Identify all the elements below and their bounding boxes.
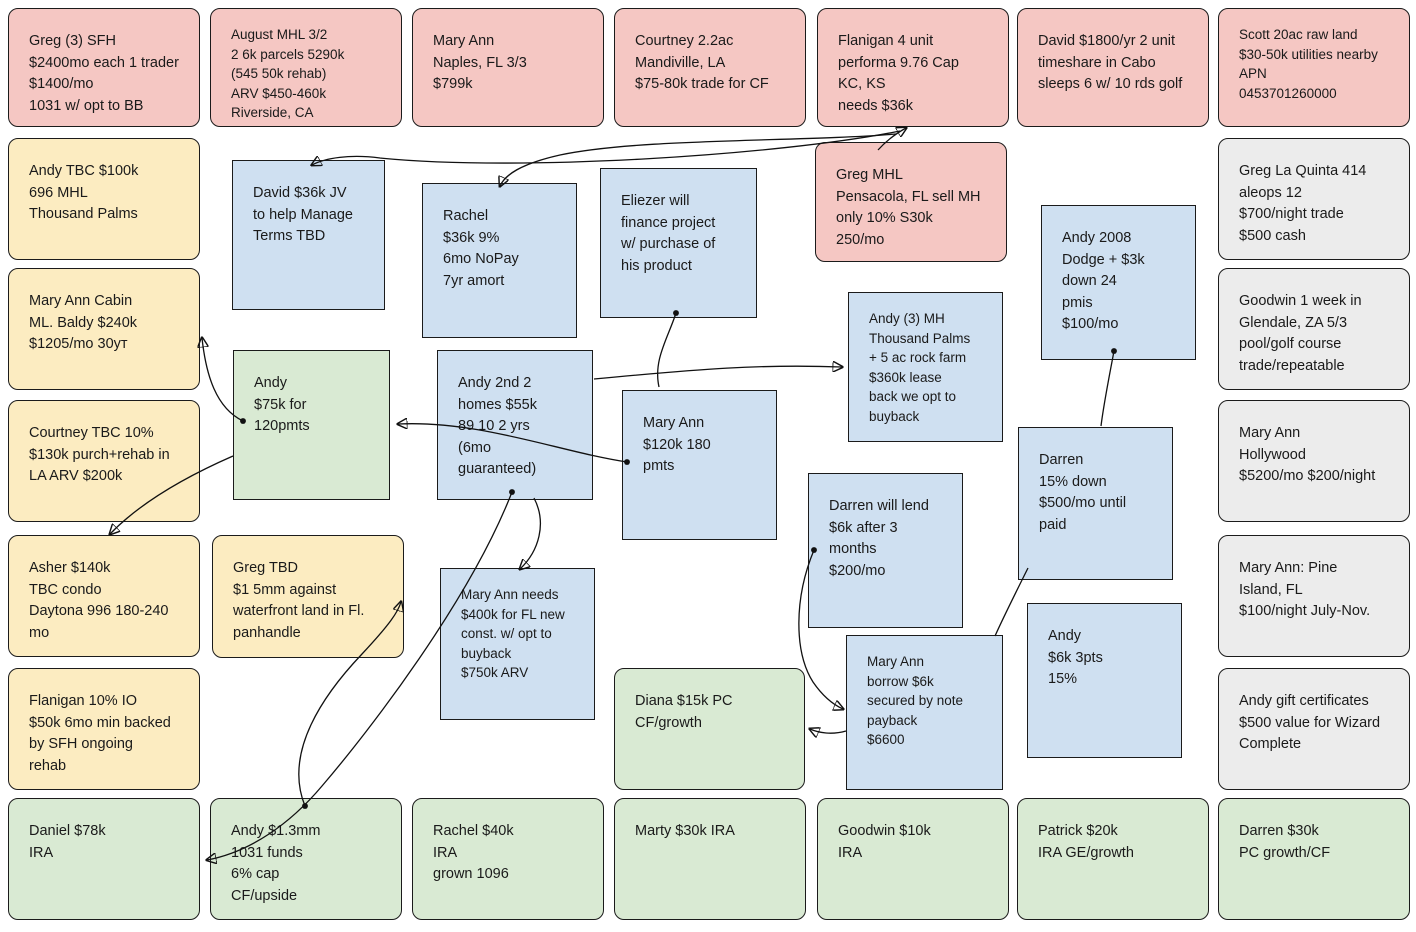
node-mary-ann-120k[interactable]: Mary Ann $120k 180 pmts <box>622 390 777 540</box>
node-flanigan-4-unit[interactable]: Flanigan 4 unit performa 9.76 Cap KC, KS… <box>817 8 1009 127</box>
node-greg-mhl[interactable]: Greg MHL Pensacola, FL sell MH only 10% … <box>815 142 1007 262</box>
connector-mary-ann-borrow-to-diana[interactable] <box>810 729 847 733</box>
connector-andy-dodge-to-darren-15[interactable] <box>1100 348 1117 427</box>
node-mary-ann-borrow[interactable]: Mary Ann borrow $6k secured by note payb… <box>846 635 1003 790</box>
node-mary-ann-hollywood[interactable]: Mary Ann Hollywood $5200/mo $200/night <box>1218 400 1410 522</box>
node-scott-raw-land[interactable]: Scott 20ac raw land $30-50k utilities ne… <box>1218 8 1410 127</box>
node-eliezer[interactable]: Eliezer will finance project w/ purchase… <box>600 168 757 318</box>
node-mary-ann-pine-island[interactable]: Mary Ann: Pine Island, FL $100/night Jul… <box>1218 535 1410 657</box>
node-andy-1-3mm[interactable]: Andy $1.3mm 1031 funds 6% cap CF/upside <box>210 798 402 920</box>
node-daniel-ira[interactable]: Daniel $78k IRA <box>8 798 200 920</box>
node-courtney-tbc[interactable]: Courtney TBC 10% $130k purch+rehab in LA… <box>8 400 200 522</box>
node-goodwin-glendale[interactable]: Goodwin 1 week in Glendale, ZA 5/3 pool/… <box>1218 268 1410 390</box>
node-rachel-36k[interactable]: Rachel $36k 9% 6mo NoPay 7yr amort <box>422 183 577 338</box>
connector-andy-2nd-to-mary-ann-needs[interactable] <box>520 497 541 569</box>
node-goodwin-10k[interactable]: Goodwin $10k IRA <box>817 798 1009 920</box>
node-andy-2nd-homes[interactable]: Andy 2nd 2 homes $55k 89 10 2 yrs (6mo g… <box>437 350 593 500</box>
node-andy-dodge[interactable]: Andy 2008 Dodge + $3k down 24 pmis $100/… <box>1041 205 1196 360</box>
connector-eliezer-to-mary-ann-120k[interactable] <box>657 310 679 388</box>
node-greg-la-quinta[interactable]: Greg La Quinta 414 aleops 12 $700/night … <box>1218 138 1410 260</box>
node-andy-6k-3pts[interactable]: Andy $6k 3pts 15% <box>1027 603 1182 758</box>
node-greg-tbd[interactable]: Greg TBD $1 5mm against waterfront land … <box>212 535 404 658</box>
node-mary-ann-naples[interactable]: Mary Ann Naples, FL 3/3 $799k <box>412 8 604 127</box>
node-asher-140k[interactable]: Asher $140k TBC condo Daytona 996 180-24… <box>8 535 200 657</box>
node-darren-15-down[interactable]: Darren 15% down $500/mo until paid <box>1018 427 1173 580</box>
node-darren-will-lend[interactable]: Darren will lend $6k after 3 months $200… <box>808 473 963 628</box>
node-mary-ann-cabin[interactable]: Mary Ann Cabin ML. Baldy $240k $1205/mo … <box>8 268 200 390</box>
node-andy-tbc[interactable]: Andy TBC $100k 696 MHL Thousand Palms <box>8 138 200 260</box>
node-diana-15k[interactable]: Diana $15k PC CF/growth <box>614 668 805 790</box>
node-patrick-20k[interactable]: Patrick $20k IRA GE/growth <box>1017 798 1209 920</box>
node-flanigan-10-io[interactable]: Flanigan 10% IO $50k 6mo min backed by S… <box>8 668 200 790</box>
connector-flanigan-to-david-jv[interactable] <box>312 130 901 165</box>
node-david-36k-jv[interactable]: David $36k JV to help Manage Terms TBD <box>232 160 385 310</box>
node-courtney-2-2ac[interactable]: Courtney 2.2ac Mandiville, LA $75-80k tr… <box>614 8 806 127</box>
node-andy-gift-certificates[interactable]: Andy gift certificates $500 value for Wi… <box>1218 668 1410 790</box>
node-andy-3-mh[interactable]: Andy (3) MH Thousand Palms + 5 ac rock f… <box>848 292 1003 442</box>
connector-andy-2nd-to-andy-3mh[interactable] <box>593 366 842 380</box>
node-rachel-40k[interactable]: Rachel $40k IRA grown 1096 <box>412 798 604 920</box>
node-andy-75k[interactable]: Andy $75k for 120pmts <box>233 350 390 500</box>
node-august-mhl[interactable]: August MHL 3/2 2 6k parcels 5290k (545 5… <box>210 8 402 127</box>
node-david-timeshare[interactable]: David $1800/yr 2 unit timeshare in Cabo … <box>1017 8 1209 127</box>
node-greg-3-sfh[interactable]: Greg (3) SFH $2400mo each 1 trader $1400… <box>8 8 200 127</box>
node-mary-ann-needs[interactable]: Mary Ann needs $400k for FL new const. w… <box>440 568 595 720</box>
node-darren-30k[interactable]: Darren $30k PC growth/CF <box>1218 798 1410 920</box>
node-marty-30k[interactable]: Marty $30k IRA <box>614 798 806 920</box>
